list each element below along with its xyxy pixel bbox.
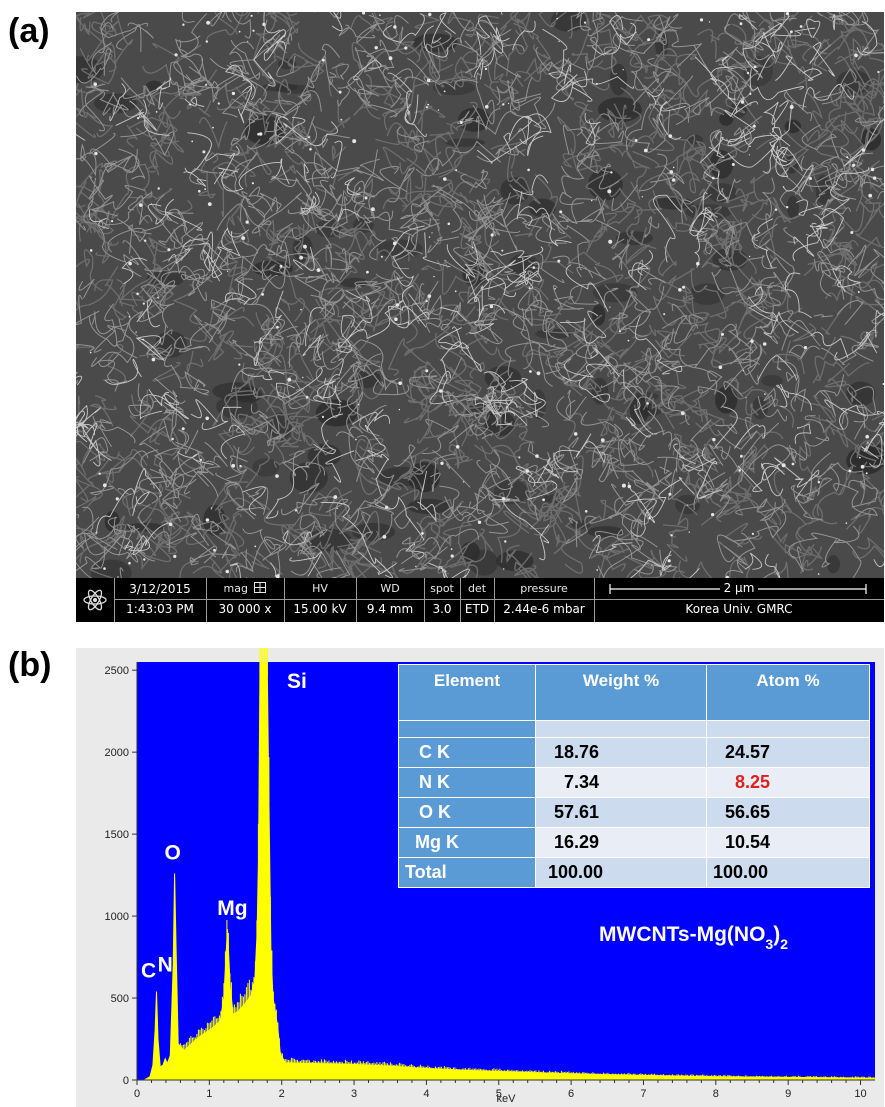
hv-label: HV xyxy=(312,582,328,595)
panel-a-label: (a) xyxy=(8,12,50,50)
cell-atom: 24.57 xyxy=(706,737,870,768)
spectrum-noise xyxy=(179,648,876,1079)
x-tick-label: 5 xyxy=(496,1088,502,1100)
cell-element: O K xyxy=(398,797,536,828)
y-tick-label: 1000 xyxy=(105,911,129,923)
table-row: C K 18.76 24.57 xyxy=(398,737,870,768)
peak-label-n: N xyxy=(158,954,173,977)
table-row: N K 7.34 8.25 xyxy=(398,767,870,798)
sem-image xyxy=(76,12,884,578)
cell-weight: 16.29 xyxy=(535,827,707,858)
scale-cell: 2 µm Korea Univ. GMRC xyxy=(594,578,884,622)
spectrum-series xyxy=(142,648,876,1081)
sem-info-bar: 3/12/2015 1:43:03 PM mag 30 000 x HV 15.… xyxy=(76,578,884,622)
axes: 0 1 2 3 4 5 6 7 8 9 10 0 500 1000 1500 2000 2500 xyxy=(105,662,875,1100)
header-element: Element xyxy=(398,664,536,721)
atom-icon xyxy=(83,589,107,611)
x-tick-label: 1 xyxy=(206,1088,212,1100)
cell-element: N K xyxy=(398,767,536,798)
peak-label-o: O xyxy=(164,841,180,864)
peak-labels: C N O Mg Si xyxy=(141,670,307,982)
pressure-label: pressure xyxy=(520,582,568,595)
datetime-cell: 3/12/2015 1:43:03 PM xyxy=(114,578,207,622)
peak-label-mg: Mg xyxy=(217,897,247,920)
cell-weight: 18.76 xyxy=(535,737,707,768)
x-tick-label: 10 xyxy=(854,1088,866,1100)
cell-atom: 56.65 xyxy=(706,797,870,828)
table-row: Mg K 16.29 10.54 xyxy=(398,827,870,858)
x-tick-label: 3 xyxy=(351,1088,357,1100)
sem-micrograph xyxy=(76,12,884,578)
cell-element: Mg K xyxy=(398,827,536,858)
peak-label-c: C xyxy=(141,959,156,982)
spot-label: spot xyxy=(430,582,454,595)
spot-value: 3.0 xyxy=(432,602,452,616)
y-tick-label: 1500 xyxy=(105,829,129,841)
mag-cell: mag 30 000 x xyxy=(206,578,285,622)
wd-cell: WD 9.4 mm xyxy=(356,578,425,622)
pressure-cell: pressure 2.44e-6 mbar xyxy=(494,578,595,622)
header-weight: Weight % xyxy=(535,664,707,721)
spot-cell: spot 3.0 xyxy=(424,578,461,622)
det-label: det xyxy=(467,582,487,595)
x-tick-label: 9 xyxy=(785,1088,791,1100)
cell-element: C K xyxy=(398,737,536,768)
lab-label: Korea Univ. GMRC xyxy=(685,602,793,616)
x-tick-label: 7 xyxy=(640,1088,646,1100)
cell-weight: 57.61 xyxy=(535,797,707,828)
hv-value: 15.00 kV xyxy=(293,602,347,616)
det-value: ETD xyxy=(464,602,490,616)
atom-icon-cell xyxy=(76,578,115,622)
x-tick-label: 2 xyxy=(279,1088,285,1100)
composition-table: Element Weight % Atom % C K 18.76 24.57 … xyxy=(398,664,870,888)
cell-atom: 10.54 xyxy=(706,827,870,858)
cell-atom-highlight: 8.25 xyxy=(706,767,870,798)
sample-label: MWCNTs-Mg(NO3)2 xyxy=(599,923,788,952)
sem-time: 1:43:03 PM xyxy=(126,602,194,616)
table-header-row: Element Weight % Atom % xyxy=(398,664,870,721)
table-row-total: Total 100.00 100.00 xyxy=(398,857,870,888)
table-row: O K 57.61 56.65 xyxy=(398,797,870,828)
cell-weight: 100.00 xyxy=(535,857,707,888)
y-tick-label: 0 xyxy=(123,1075,129,1087)
y-tick-label: 2500 xyxy=(105,665,129,677)
x-tick-label: 0 xyxy=(134,1088,140,1100)
pressure-value: 2.44e-6 mbar xyxy=(503,602,585,616)
x-tick-label: 8 xyxy=(713,1088,719,1100)
mag-label: mag xyxy=(223,582,248,595)
header-atom: Atom % xyxy=(706,664,870,721)
x-axis-label: keV xyxy=(497,1093,517,1105)
sem-date: 3/12/2015 xyxy=(129,582,191,596)
det-cell: det ETD xyxy=(460,578,495,622)
cell-weight: 7.34 xyxy=(535,767,707,798)
wd-label: WD xyxy=(380,582,400,595)
mag-value: 30 000 x xyxy=(218,602,272,616)
hv-cell: HV 15.00 kV xyxy=(284,578,357,622)
y-tick-label: 500 xyxy=(111,993,129,1005)
x-tick-label: 6 xyxy=(568,1088,574,1100)
y-tick-label: 2000 xyxy=(105,747,129,759)
peak-label-si: Si xyxy=(287,670,307,693)
cell-element: Total xyxy=(398,857,536,888)
wd-value: 9.4 mm xyxy=(366,602,414,616)
panel-b-label: (b) xyxy=(8,646,52,684)
x-tick-label: 4 xyxy=(423,1088,429,1100)
grid-box-icon xyxy=(254,582,267,593)
cell-atom: 100.00 xyxy=(706,857,870,888)
scale-label: 2 µm xyxy=(719,581,759,595)
